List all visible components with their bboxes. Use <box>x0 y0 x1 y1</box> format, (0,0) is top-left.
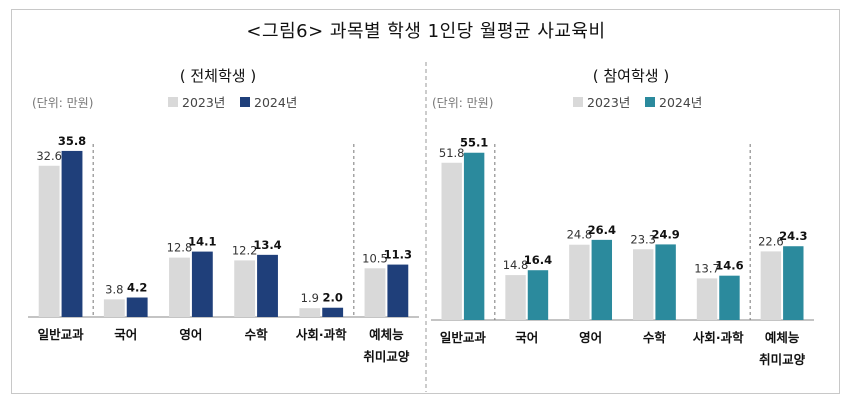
category-label: 취미교양 <box>759 352 806 367</box>
data-label: 32.6 <box>36 149 62 163</box>
data-label: 13.7 <box>694 261 720 275</box>
panel-title: ( 참여학생 ) <box>593 67 669 85</box>
data-label: 3.8 <box>105 282 123 296</box>
bar-2023 <box>364 268 386 317</box>
data-label: 14.6 <box>715 259 743 273</box>
legend-label-2024: 2024년 <box>254 95 297 110</box>
bar-2023 <box>169 257 190 317</box>
data-label: 1.9 <box>301 291 319 305</box>
panel-all-students: ( 전체학생 ) (단위: 만원) 2023년 2024년 32.635.8 일반… <box>28 67 419 364</box>
data-label: 24.9 <box>651 227 679 241</box>
legend-label-2024: 2024년 <box>659 95 702 110</box>
data-label: 2.0 <box>322 291 342 305</box>
data-label: 14.8 <box>503 258 529 272</box>
bar-marks: 32.635.8 일반교과 3.8 4.2 국어 12.814.1 영어 12.213.4 수학… <box>28 134 419 364</box>
data-label: 26.4 <box>588 223 616 237</box>
main-title: <그림6> 과목별 학생 1인당 월평균 사교육비 <box>246 21 606 42</box>
data-label: 11.3 <box>384 248 412 262</box>
legend-label-2023: 2023년 <box>587 95 630 110</box>
bar-marks: 51.855.1 일반교과 14.816.4 국어 24.826.4 영어 23.324.9… <box>431 136 814 367</box>
category-label: 영어 <box>579 330 602 345</box>
legend-swatch-2023 <box>168 97 178 107</box>
category-label: 예체능 <box>765 330 800 345</box>
data-label: 12.8 <box>167 241 193 255</box>
bar-2024 <box>61 150 83 317</box>
bar-2024 <box>655 244 676 320</box>
data-label: 24.3 <box>779 229 807 243</box>
bar-2023 <box>234 260 256 317</box>
bar-2023 <box>441 162 462 320</box>
legend-swatch-2024 <box>645 97 655 107</box>
bar-2023 <box>760 251 782 320</box>
bar-2023 <box>632 249 654 320</box>
category-label: 일반교과 <box>440 330 487 345</box>
data-label: 35.8 <box>58 134 86 148</box>
bar-2024 <box>463 152 485 320</box>
bar-2024 <box>719 275 740 320</box>
bar-2023 <box>696 278 718 320</box>
category-label: 수학 <box>643 330 667 345</box>
bar-2024 <box>322 307 344 317</box>
panel-title: ( 전체학생 ) <box>180 67 256 85</box>
bar-2023 <box>569 244 590 320</box>
bar-2024 <box>527 270 549 320</box>
data-label: 13.4 <box>253 238 281 252</box>
category-label: 취미교양 <box>363 349 410 364</box>
data-label: 16.4 <box>524 253 552 267</box>
data-label: 10.5 <box>362 251 388 265</box>
legend-swatch-2023 <box>573 97 583 107</box>
unit-label: (단위: 만원) <box>32 96 93 110</box>
category-label: 예체능 <box>369 327 404 342</box>
category-label: 사회·과학 <box>693 330 744 345</box>
bar-2023 <box>299 308 321 317</box>
category-label: 영어 <box>179 327 202 342</box>
category-label: 수학 <box>245 327 269 342</box>
bar-2024 <box>387 264 409 317</box>
data-label: 55.1 <box>460 136 488 150</box>
bar-2024 <box>126 297 148 317</box>
bar-2024 <box>257 254 278 317</box>
legend-label-2023: 2023년 <box>182 95 225 110</box>
legend-swatch-2024 <box>240 97 250 107</box>
data-label: 4.2 <box>127 281 147 295</box>
bar-2023 <box>38 165 60 317</box>
data-label: 51.8 <box>439 146 465 160</box>
bar-2023 <box>103 299 125 317</box>
data-label: 23.3 <box>630 232 656 246</box>
data-label: 22.6 <box>758 234 784 248</box>
bar-2023 <box>505 275 526 320</box>
data-label: 12.2 <box>232 243 258 257</box>
category-label: 국어 <box>114 327 137 342</box>
panel-participating-students: ( 참여학생 ) (단위: 만원) 2023년 2024년 51.855.1 일반… <box>431 67 814 367</box>
unit-label: (단위: 만원) <box>432 96 493 110</box>
data-label: 14.1 <box>188 235 216 249</box>
bar-2024 <box>783 246 804 320</box>
data-label: 24.8 <box>567 228 593 242</box>
category-label: 일반교과 <box>38 327 85 342</box>
bar-2024 <box>191 251 213 317</box>
category-label: 국어 <box>515 330 538 345</box>
bar-2024 <box>591 239 613 320</box>
category-label: 사회·과학 <box>296 327 347 342</box>
